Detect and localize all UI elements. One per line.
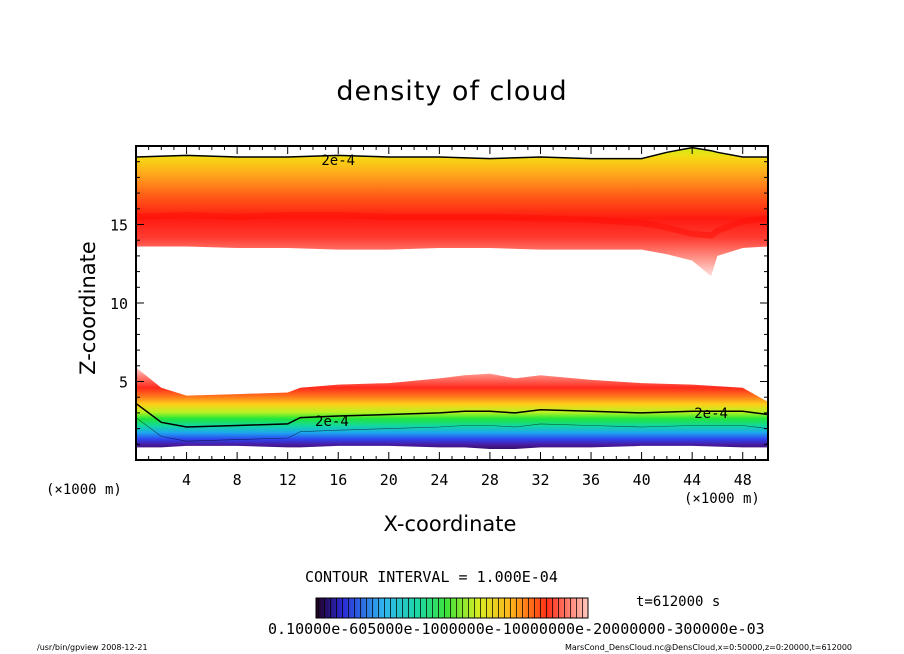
x-tick-label: 8 [233, 471, 242, 489]
x-unit-right: (×1000 m) [684, 491, 760, 507]
y-tick-label: 15 [110, 217, 128, 235]
contour-interval: CONTOUR INTERVAL = 1.000E-04 [305, 568, 558, 586]
time-label: t=612000 s [636, 594, 721, 610]
x-tick-label: 16 [329, 471, 347, 489]
colorbar-labels: 0.10000e-605000e-1000000e-10000000e-2000… [268, 620, 765, 638]
lower-contour-line [136, 402, 768, 428]
x-tick-label: 32 [531, 471, 549, 489]
x-axis-label: X-coordinate [383, 512, 517, 536]
chart-title: density of cloud [336, 76, 568, 107]
lower-cloud-layer [136, 367, 768, 449]
contour-label: 2e-4 [694, 406, 728, 422]
colorbar-stripes [316, 598, 588, 618]
x-unit-left: (×1000 m) [46, 482, 122, 498]
colorbar-frame [315, 597, 589, 619]
x-tick-label: 40 [633, 471, 651, 489]
upper-density-peak [136, 212, 768, 239]
x-tick-label: 12 [279, 471, 297, 489]
y-tick-label: 5 [119, 374, 128, 392]
contour-label: 2e-4 [321, 153, 355, 169]
x-tick-label: 20 [380, 471, 398, 489]
contour-label: 2e-4 [315, 414, 349, 430]
x-tick-label: 4 [182, 471, 191, 489]
x-tick-label: 48 [734, 471, 752, 489]
y-axis-label: Z-coordinate [76, 241, 100, 375]
y-tick-label: 10 [110, 295, 128, 313]
lower-contour-line-2 [136, 417, 768, 442]
upper-contour-line [136, 146, 768, 160]
x-tick-label: 36 [582, 471, 600, 489]
x-tick-label: 24 [430, 471, 448, 489]
upper-cloud-layer [136, 147, 768, 277]
footer-left: /usr/bin/gpview 2008-12-21 [37, 643, 148, 652]
x-tick-label: 44 [683, 471, 701, 489]
x-tick-label: 28 [481, 471, 499, 489]
footer-right: MarsCond_DensCloud.nc@DensCloud,x=0:5000… [564, 643, 852, 652]
colorbar [315, 597, 589, 619]
